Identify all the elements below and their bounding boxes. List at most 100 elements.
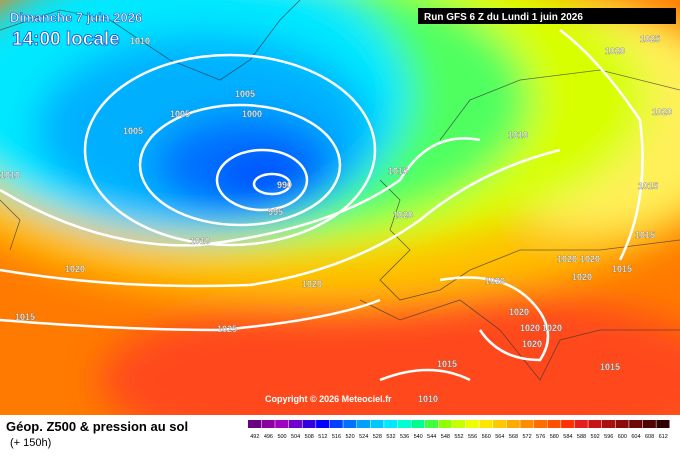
legend-swatch [656, 420, 670, 428]
legend-swatch [370, 420, 384, 428]
legend-label: 560 [482, 434, 491, 440]
legend-label: 604 [631, 434, 640, 440]
legend-swatch [384, 420, 398, 428]
legend-swatch [248, 420, 262, 428]
isobar-labels: 1010100510051005100099099510101010102010… [0, 34, 672, 404]
legend-label: 512 [318, 434, 327, 440]
isobar-label: 1020 [485, 276, 505, 286]
isobar-label: 1020 [302, 279, 322, 289]
legend-label: 508 [305, 434, 314, 440]
legend-label: 516 [332, 434, 341, 440]
footer-title: Géop. Z500 & pression au sol [6, 419, 188, 434]
legend-swatch [438, 420, 452, 428]
legend-label: 528 [373, 434, 382, 440]
isobar-label: 990 [277, 180, 292, 190]
time: 14:00 locale [12, 29, 120, 50]
legend-swatch [588, 420, 602, 428]
copyright: Copyright © 2026 Meteociel.fr [265, 394, 392, 404]
legend-label: 576 [536, 434, 545, 440]
legend-swatch [288, 420, 302, 428]
legend-swatch [642, 420, 656, 428]
legend-label: 536 [400, 434, 409, 440]
isobar-label: 1025 [640, 34, 660, 44]
legend-label: 580 [550, 434, 559, 440]
legend-swatch [302, 420, 316, 428]
legend-label: 496 [264, 434, 273, 440]
isobar-label: 1015 [600, 362, 620, 372]
isobar-label: 995 [268, 207, 283, 217]
isobar-label: 1005 [235, 89, 255, 99]
legend-label: 520 [346, 434, 355, 440]
legend-swatch [561, 420, 575, 428]
isobar-label: 1015 [635, 230, 655, 240]
legend-swatch [615, 420, 629, 428]
legend-label: 588 [577, 434, 586, 440]
legend-label: 572 [522, 434, 531, 440]
isobar-label: 1015 [612, 264, 632, 274]
legend-label: 548 [441, 434, 450, 440]
isobar-label: 1015 [437, 359, 457, 369]
legend-swatch [506, 420, 520, 428]
isobar-label: 1020 [580, 254, 600, 264]
isobar-label: 1020 [509, 307, 529, 317]
isobar-label: 1020 [393, 210, 413, 220]
isobar-label: 1020 [557, 254, 577, 264]
isobar-label: 1020 [65, 264, 85, 274]
legend-swatch [493, 420, 507, 428]
legend-label: 540 [414, 434, 423, 440]
isobar-label: 1020 [652, 107, 672, 117]
legend-label: 500 [277, 434, 286, 440]
isobar-label: 1025 [217, 324, 237, 334]
legend-swatch [275, 420, 289, 428]
isobar-label: 1010 [190, 236, 210, 246]
isobar-label: 1005 [170, 109, 190, 119]
legend-swatch [601, 420, 616, 428]
isobar-label: 1015 [638, 181, 658, 191]
legend-label: 596 [604, 434, 613, 440]
isobar-label: 1020 [542, 323, 562, 333]
footer-lead: (+ 150h) [10, 437, 51, 449]
isobars [0, 29, 644, 382]
legend-label: 532 [386, 434, 395, 440]
legend-label: 544 [427, 434, 436, 440]
legend-swatch [452, 420, 466, 428]
isobar-label: 1020 [605, 46, 625, 56]
legend-label: 552 [454, 434, 463, 440]
isobar-label: 1010 [0, 170, 20, 180]
legend-swatch [343, 420, 357, 428]
legend-label: 492 [250, 434, 259, 440]
legend-swatch [465, 420, 479, 428]
legend-label: 584 [563, 434, 572, 440]
legend-swatch [574, 420, 588, 428]
legend-swatch [397, 420, 411, 428]
legend-label: 524 [359, 434, 368, 440]
isobar-label: 1015 [388, 166, 408, 176]
legend-swatch [261, 420, 275, 428]
legend-swatch [533, 420, 547, 428]
isobar-label: 1020 [520, 323, 540, 333]
date: Dimanche 7 juin 2026 [10, 10, 142, 25]
legend-swatch [547, 420, 561, 428]
run-info: Run GFS 6 Z du Lundi 1 juin 2026 [424, 12, 583, 23]
isobar-label: 1005 [123, 126, 143, 136]
legend-label: 556 [468, 434, 477, 440]
isobar-label: 1010 [418, 394, 438, 404]
legend-swatch [329, 420, 343, 428]
legend-swatch [479, 420, 493, 428]
legend-swatch [520, 420, 534, 428]
legend-swatch [316, 420, 330, 428]
isobar-label: 1010 [130, 36, 150, 46]
legend-swatch [629, 420, 643, 428]
legend-label: 600 [618, 434, 627, 440]
coastlines [0, 0, 680, 381]
legend-label: 592 [591, 434, 600, 440]
run-bg [418, 8, 676, 24]
isobar-label: 1020 [572, 272, 592, 282]
isobar-label: 1020 [522, 339, 542, 349]
legend-swatch [356, 420, 371, 428]
legend-label: 568 [509, 434, 518, 440]
legend-label: 608 [645, 434, 654, 440]
